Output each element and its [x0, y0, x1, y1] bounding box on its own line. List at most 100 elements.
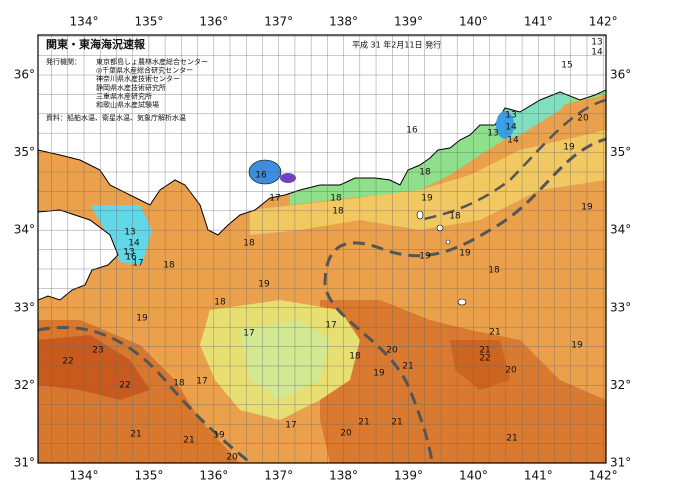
kuroshio-axis	[38, 325, 254, 463]
temperature-label: 22	[119, 381, 130, 391]
lon-label: 141°	[524, 15, 553, 29]
issue-date: 平成 31 年2月11日 発行	[352, 40, 441, 50]
map-title: 関東・東海海況速報	[46, 37, 146, 51]
temperature-label: 17	[325, 321, 336, 331]
lat-label: 35°	[14, 145, 35, 159]
lon-label: 142°	[589, 15, 618, 29]
temperature-label: 17	[285, 421, 296, 431]
lon-label: 140°	[459, 469, 488, 483]
temperature-label: 18	[349, 352, 361, 362]
issuer: 東京都島しょ農林水産総合センター	[96, 57, 208, 66]
lat-label: 33°	[14, 300, 35, 314]
lon-label: 138°	[329, 15, 358, 29]
warm-core	[450, 340, 510, 390]
lat-label: 36°	[610, 68, 631, 82]
warm-area	[320, 300, 606, 463]
temperature-label: 19	[373, 369, 385, 379]
temperature-label: 13	[505, 111, 516, 121]
temperature-label: 14	[505, 123, 517, 133]
axes: 134° 134° 135° 135° 136° 136° 137° 137° 138° 138°…	[14, 15, 632, 483]
temperature-label: 14	[507, 136, 519, 146]
temperature-label: 14	[128, 239, 140, 249]
temperature-label: 18	[332, 207, 344, 217]
temperature-label: 18	[419, 168, 431, 178]
temperature-label: 20	[386, 346, 398, 356]
temperature-label: 19	[258, 280, 270, 290]
temperature-label: 16	[255, 171, 267, 181]
lat-label: 31°	[610, 456, 631, 470]
temperature-label: 22	[62, 357, 73, 367]
temperature-label: 17	[269, 194, 280, 204]
land-shikoku	[38, 209, 119, 301]
temperature-label: 21	[183, 436, 194, 446]
lon-label: 141°	[524, 469, 553, 483]
temperature-label: 20	[505, 366, 517, 376]
temperature-label: 18	[163, 261, 175, 271]
lat-label: 34°	[610, 223, 631, 237]
lat-label: 33°	[610, 300, 631, 314]
lon-label: 142°	[589, 469, 618, 483]
temperature-label: 18	[488, 266, 500, 276]
temperature-label: 19	[563, 143, 575, 153]
lon-label: 138°	[329, 469, 358, 483]
lat-label: 36°	[14, 68, 35, 82]
issuer: 三重県水産研究所	[96, 91, 152, 100]
temperature-label: 13	[124, 228, 135, 238]
temperature-label: 19	[571, 341, 583, 351]
temperature-label: 21	[358, 418, 369, 428]
lon-label: 140°	[459, 15, 488, 29]
issuers-list: 東京都島しょ農林水産総合センター◎千葉県水産総合研究センター神奈川県水産技術セン…	[96, 57, 208, 109]
lon-label: 139°	[394, 469, 423, 483]
lon-label: 139°	[394, 15, 423, 29]
temperature-label: 21	[391, 418, 402, 428]
temperature-label: 13	[487, 129, 498, 139]
temperature-label: 21	[130, 430, 141, 440]
temperature-label: 13	[123, 248, 134, 258]
temperature-label: 20	[340, 429, 352, 439]
lon-label: 135°	[134, 15, 163, 29]
temperature-label: 21	[402, 362, 413, 372]
temperature-label: 19	[213, 431, 225, 441]
temperature-label: 18	[243, 239, 255, 249]
land	[38, 35, 606, 236]
temperature-label: 17	[196, 377, 207, 387]
map-frame	[37, 34, 607, 464]
temperature-label: 21	[479, 346, 490, 356]
lat-label: 32°	[14, 378, 35, 392]
lat-label: 31°	[14, 456, 35, 470]
temperature-label: 20	[226, 453, 238, 463]
issuers-label: 発行機関：	[46, 57, 81, 66]
island	[445, 239, 451, 245]
lat-label: 35°	[610, 145, 631, 159]
temperature-label: 19	[459, 249, 471, 259]
issuer: ◎千葉県水産総合研究センター	[96, 66, 193, 75]
bay-cold	[90, 205, 152, 265]
tokyo-bay	[496, 111, 514, 139]
temperature-label: 21	[506, 434, 517, 444]
island	[457, 298, 467, 306]
lon-label: 136°	[199, 15, 228, 29]
issuer: 和歌山県水産試験場	[96, 100, 159, 109]
warm-core	[38, 335, 150, 400]
lon-label: 137°	[264, 15, 293, 29]
temperature-label: 19	[421, 194, 433, 204]
temperature-label: 18	[214, 298, 226, 308]
source-note: 資料：船舶水温、衛星水温、気象庁解析水温	[46, 113, 186, 122]
temperature-label: 16	[125, 253, 137, 263]
issuer: 静岡県水産技術研究所	[96, 83, 166, 92]
grid	[38, 35, 606, 463]
temperature-label: 20	[577, 114, 589, 124]
temperature-label: 18	[449, 212, 461, 222]
temperature-label: 19	[581, 203, 593, 213]
lon-label: 134°	[70, 15, 99, 29]
temperature-label: 19	[136, 314, 148, 324]
temperature-label: 21	[489, 328, 500, 338]
island	[416, 210, 424, 220]
coastal-band	[250, 130, 606, 235]
temperature-label: 16	[406, 126, 418, 136]
kuroshio-axis	[323, 137, 606, 463]
mikawa-bay	[280, 173, 296, 183]
